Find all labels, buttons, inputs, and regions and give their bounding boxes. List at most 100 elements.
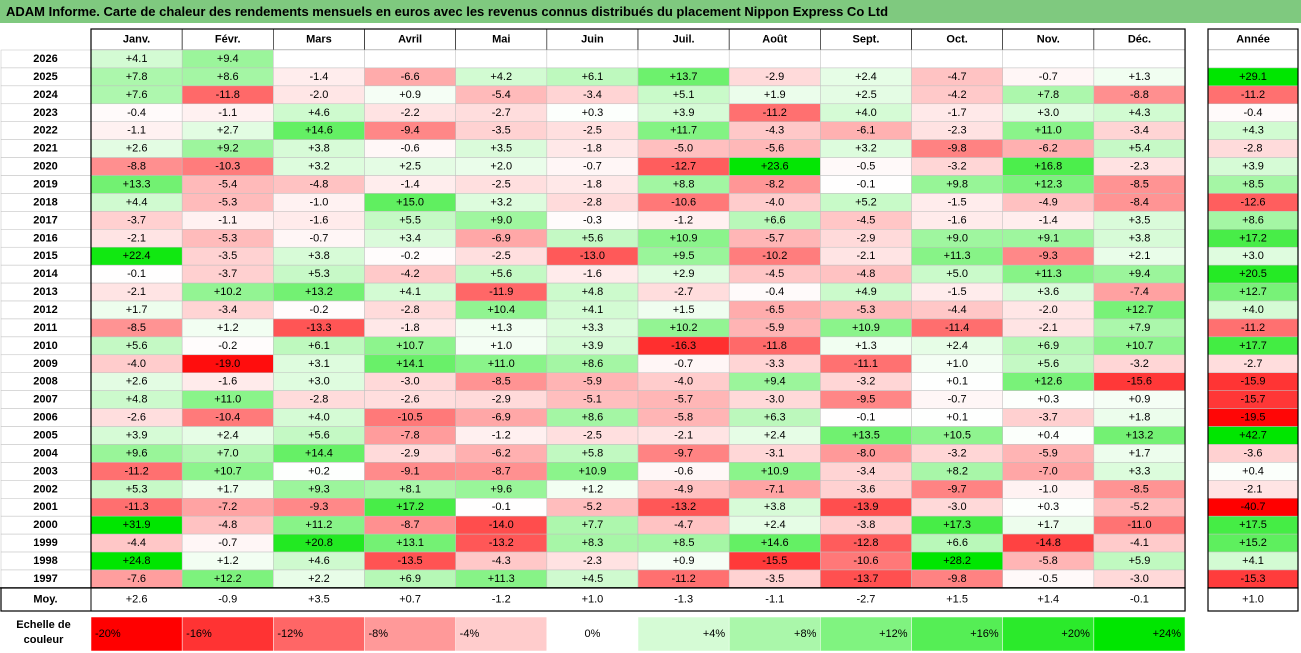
heatmap-cell-value: +1.0 bbox=[946, 358, 968, 370]
heatmap-cell-value: -7.8 bbox=[401, 429, 420, 441]
heatmap-cell-value: -1.5 bbox=[948, 286, 967, 298]
heatmap-cell-value: -5.1 bbox=[583, 394, 602, 406]
heatmap-cell-value: -8.5 bbox=[1130, 178, 1149, 190]
heatmap-cell-value: -4.4 bbox=[127, 537, 146, 549]
heatmap-cell-value: -2.6 bbox=[127, 412, 146, 424]
average-row-border bbox=[0, 587, 1186, 612]
scale-swatch-label: 0% bbox=[584, 628, 600, 640]
heatmap-cell-value: +4.8 bbox=[126, 394, 148, 406]
heatmap-cell-value: -0.7 bbox=[1039, 71, 1058, 83]
heatmap-cell-value: +15.0 bbox=[396, 196, 424, 208]
heatmap-cell-value: +8.6 bbox=[582, 358, 604, 370]
heatmap-cell-value: +5.3 bbox=[308, 268, 330, 280]
heatmap-cell-value: +3.6 bbox=[1037, 286, 1059, 298]
year-label: 2025 bbox=[33, 71, 57, 83]
heatmap-cell-value: -2.8 bbox=[309, 394, 328, 406]
heatmap-cell-value: -8.8 bbox=[127, 161, 146, 173]
heatmap-cell-value: -12.7 bbox=[671, 161, 696, 173]
heatmap-cell-value: +5.1 bbox=[673, 89, 695, 101]
heatmap-cell-value: -11.8 bbox=[216, 89, 240, 101]
heatmap-cell-value: +9.6 bbox=[126, 447, 148, 459]
heatmap-cell-value: -15.6 bbox=[1127, 376, 1152, 388]
annual-average-value: +1.0 bbox=[1242, 594, 1264, 606]
heatmap-cell-value: -0.1 bbox=[127, 268, 146, 280]
heatmap-cell-value: +13.2 bbox=[1126, 429, 1154, 441]
annual-cell-value: +8.5 bbox=[1242, 178, 1264, 190]
heatmap-cell-value: +0.3 bbox=[1037, 501, 1059, 513]
scale-label: Echelle de couleur bbox=[16, 619, 70, 646]
heatmap-cell-value: -5.8 bbox=[1039, 555, 1058, 567]
heatmap-cell-value: +8.8 bbox=[673, 178, 695, 190]
heatmap-cell-value: -16.3 bbox=[671, 340, 696, 352]
scale-swatch-label: +16% bbox=[970, 628, 999, 640]
heatmap-cell-value: -0.5 bbox=[856, 161, 875, 173]
heatmap-cell-value: +5.6 bbox=[582, 232, 604, 244]
heatmap-cell-value: -1.2 bbox=[492, 429, 511, 441]
heatmap-cell-value: +10.9 bbox=[852, 322, 880, 334]
heatmap-cell-value: -1.1 bbox=[218, 107, 237, 119]
heatmap-cell-value: -3.2 bbox=[948, 161, 967, 173]
heatmap-cell-value: -9.8 bbox=[948, 143, 967, 155]
heatmap-cell-value: -5.2 bbox=[1130, 501, 1149, 513]
heatmap-cell-value: -6.2 bbox=[492, 447, 511, 459]
heatmap-cell-value: +3.9 bbox=[582, 340, 604, 352]
heatmap-cell-value: +3.9 bbox=[673, 107, 695, 119]
heatmap-cell-value: +6.9 bbox=[399, 573, 421, 585]
heatmap-cell-value: -1.4 bbox=[309, 71, 328, 83]
heatmap-cell-value: -4.2 bbox=[401, 268, 420, 280]
heatmap-cell-value: +1.3 bbox=[1129, 71, 1151, 83]
heatmap-cell-value: -5.4 bbox=[492, 89, 511, 101]
scale-swatch bbox=[273, 616, 365, 652]
heatmap-cell-value: -9.5 bbox=[856, 394, 875, 406]
heatmap-cell-value: -4.5 bbox=[856, 214, 875, 226]
heatmap-cell-value: +6.3 bbox=[764, 412, 786, 424]
scale-swatch bbox=[546, 616, 639, 652]
heatmap-cell-value: -8.4 bbox=[1130, 196, 1149, 208]
annual-cell-value: -15.7 bbox=[1240, 394, 1265, 406]
heatmap-cell-value: +7.8 bbox=[126, 71, 148, 83]
heatmap-cell-value: -4.3 bbox=[492, 555, 511, 567]
heatmap-cell-value: -3.7 bbox=[127, 214, 146, 226]
year-label: 2015 bbox=[33, 250, 57, 262]
heatmap-cell-value: +4.6 bbox=[308, 107, 330, 119]
heatmap-cell-value: -13.7 bbox=[853, 573, 878, 585]
heatmap-cell-value: -4.9 bbox=[674, 483, 693, 495]
heatmap-cell-value: +13.2 bbox=[305, 286, 333, 298]
heatmap-cell-value: -3.0 bbox=[948, 501, 967, 513]
heatmap-cell-value: -11.3 bbox=[124, 501, 148, 513]
heatmap-cell-value: -1.6 bbox=[583, 268, 602, 280]
annual-cell-value: +42.7 bbox=[1239, 429, 1267, 441]
chart-title: ADAM Informe. Carte de chaleur des rende… bbox=[0, 0, 1301, 23]
heatmap-cell-value: -2.9 bbox=[856, 232, 875, 244]
annual-cell-value: -11.2 bbox=[1241, 322, 1265, 334]
average-value: +3.5 bbox=[308, 594, 330, 606]
heatmap-cell-value: +11.3 bbox=[1035, 268, 1062, 280]
heatmap-cell bbox=[911, 49, 1003, 69]
heatmap-cell-value: +1.2 bbox=[217, 322, 239, 334]
month-header-label: Mars bbox=[306, 34, 332, 46]
heatmap-cell-value: +1.0 bbox=[490, 340, 512, 352]
heatmap-cell-value: +8.6 bbox=[582, 412, 604, 424]
heatmap-cell-value: -1.4 bbox=[1039, 214, 1058, 226]
heatmap-cell-value: -8.5 bbox=[127, 322, 146, 334]
scale-swatch bbox=[1093, 616, 1186, 652]
heatmap-cell-value: -2.0 bbox=[309, 89, 328, 101]
average-value: +1.0 bbox=[582, 594, 604, 606]
annual-header-label: Année bbox=[1236, 34, 1270, 46]
heatmap-cell-value: -1.6 bbox=[309, 214, 328, 226]
heatmap-cell-value: +0.1 bbox=[946, 376, 968, 388]
heatmap-cell-value: -9.7 bbox=[948, 483, 967, 495]
heatmap-cell-value: -9.3 bbox=[309, 501, 328, 513]
heatmap-cell-value: +1.7 bbox=[1037, 519, 1059, 531]
heatmap-cell-value: +14.1 bbox=[396, 358, 424, 370]
heatmap-cell-value: +2.5 bbox=[855, 89, 877, 101]
heatmap-cell-value: +12.6 bbox=[1034, 376, 1062, 388]
heatmap-cell-value: +11.0 bbox=[214, 394, 241, 406]
heatmap-cell-value: -3.7 bbox=[218, 268, 237, 280]
heatmap-cell-value: -11.2 bbox=[671, 573, 695, 585]
heatmap-cell-value: -5.9 bbox=[765, 322, 784, 334]
annual-cell-value: -0.4 bbox=[1244, 107, 1263, 119]
month-header-label: Févr. bbox=[215, 34, 241, 46]
heatmap-cell-value: +6.6 bbox=[946, 537, 968, 549]
month-header-label: Avril bbox=[398, 34, 422, 46]
